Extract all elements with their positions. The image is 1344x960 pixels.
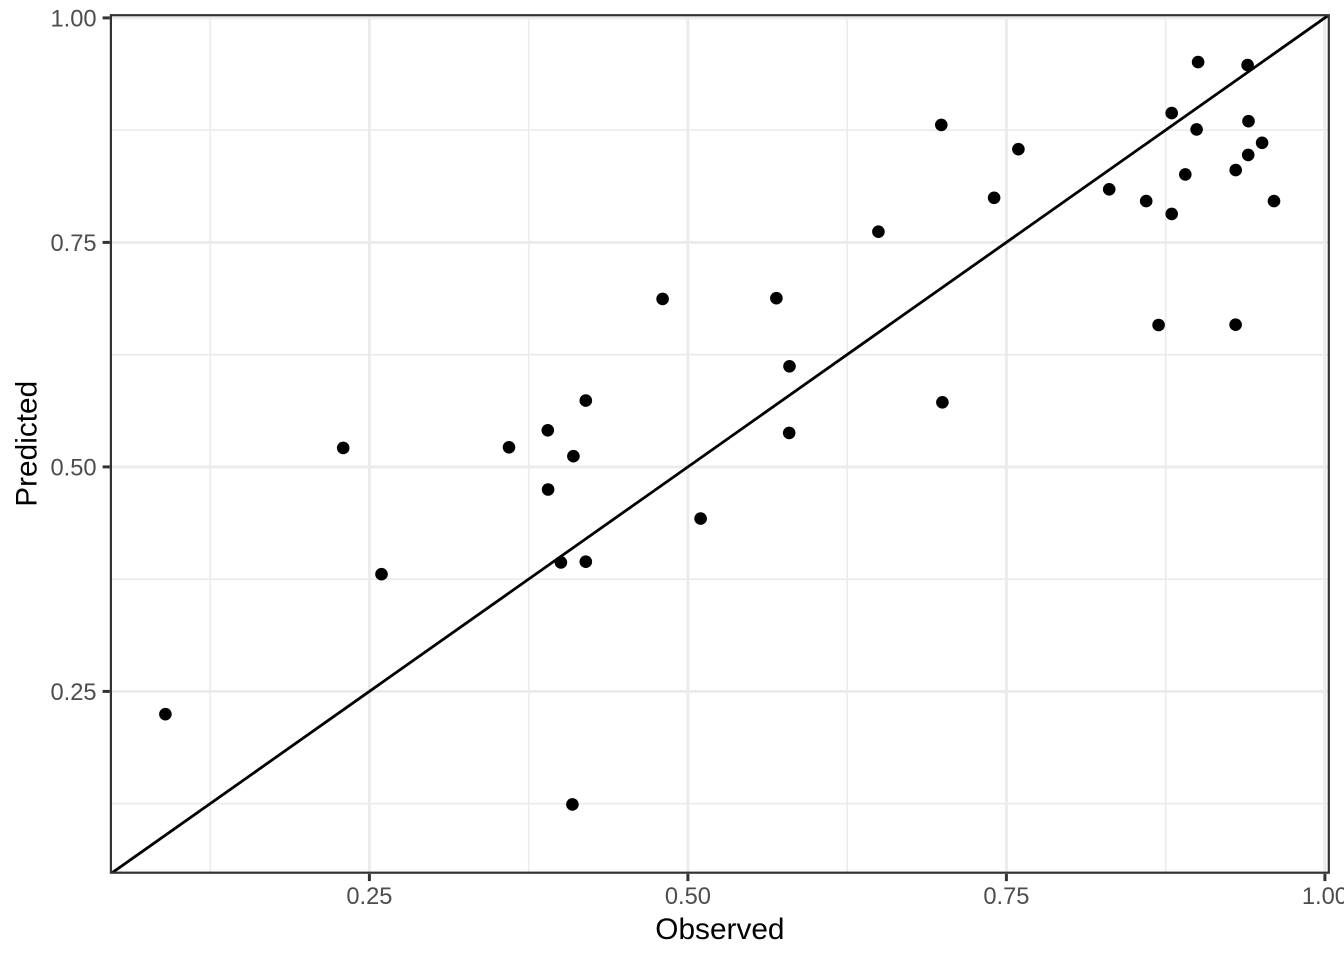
svg-text:0.25: 0.25 bbox=[346, 884, 392, 910]
svg-text:0.75: 0.75 bbox=[983, 884, 1029, 910]
svg-text:0.25: 0.25 bbox=[50, 680, 96, 706]
svg-text:1.00: 1.00 bbox=[50, 6, 96, 32]
svg-text:0.50: 0.50 bbox=[50, 455, 96, 481]
svg-text:0.75: 0.75 bbox=[50, 231, 96, 257]
svg-text:1.00: 1.00 bbox=[1302, 884, 1344, 910]
svg-text:Observed: Observed bbox=[655, 913, 784, 946]
svg-text:0.50: 0.50 bbox=[665, 884, 711, 910]
svg-text:Predicted: Predicted bbox=[11, 381, 44, 507]
